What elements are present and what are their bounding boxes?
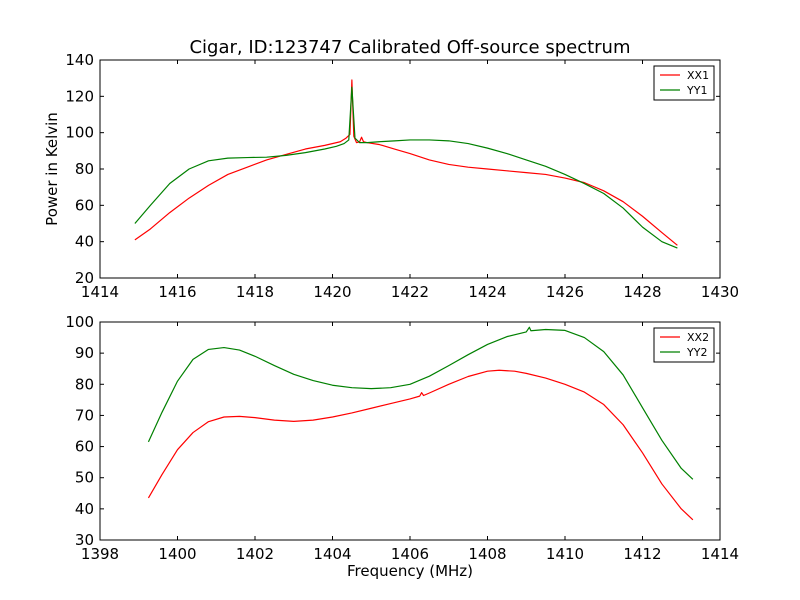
x-tick-label: 1424 bbox=[468, 283, 506, 301]
y-tick-label: 70 bbox=[75, 406, 94, 424]
x-tick-label: 1406 bbox=[391, 545, 429, 563]
legend-box bbox=[653, 65, 715, 101]
y-tick-label: 60 bbox=[75, 196, 94, 214]
x-tick-label: 1414 bbox=[701, 545, 739, 563]
y-tick-label: 120 bbox=[65, 87, 94, 105]
y-tick-label: 80 bbox=[75, 375, 94, 393]
x-tick-label: 1430 bbox=[701, 283, 739, 301]
y-tick-label: 80 bbox=[75, 160, 94, 178]
legend-label-xx2: XX2 bbox=[687, 331, 709, 344]
plot-area-frame bbox=[99, 59, 721, 279]
series-line-xx2 bbox=[147, 369, 694, 521]
y-tick-label: 40 bbox=[75, 500, 94, 518]
chart-title: Cigar, ID:123747 Calibrated Off-source s… bbox=[189, 37, 630, 58]
series-line-yy2 bbox=[147, 326, 694, 480]
x-tick-label: 1404 bbox=[313, 545, 351, 563]
legend-label-xx1: XX1 bbox=[687, 69, 709, 82]
legend-box bbox=[653, 327, 715, 363]
x-tick-label: 1408 bbox=[468, 545, 506, 563]
y-tick-label: 20 bbox=[75, 269, 94, 287]
y-tick-label: 90 bbox=[75, 344, 94, 362]
x-tick-label: 1412 bbox=[623, 545, 661, 563]
x-tick-label: 1428 bbox=[623, 283, 661, 301]
x-tick-label: 1416 bbox=[158, 283, 196, 301]
legend-label-yy1: YY1 bbox=[686, 84, 707, 97]
y-tick-label: 40 bbox=[75, 233, 94, 251]
legend-label-yy2: YY2 bbox=[686, 346, 707, 359]
bottom-xlabel: Frequency (MHz) bbox=[347, 562, 473, 580]
series-line-yy1 bbox=[134, 86, 678, 249]
series-line-xx1 bbox=[134, 79, 678, 246]
x-tick-label: 1414 bbox=[81, 283, 119, 301]
x-tick-label: 1400 bbox=[158, 545, 196, 563]
y-tick-label: 50 bbox=[75, 469, 94, 487]
y-tick-label: 60 bbox=[75, 438, 94, 456]
x-tick-label: 1426 bbox=[546, 283, 584, 301]
y-tick-label: 100 bbox=[65, 313, 94, 331]
y-tick-label: 30 bbox=[75, 531, 94, 549]
x-tick-label: 1420 bbox=[313, 283, 351, 301]
y-tick-label: 140 bbox=[65, 51, 94, 69]
x-tick-label: 1410 bbox=[546, 545, 584, 563]
x-tick-label: 1422 bbox=[391, 283, 429, 301]
x-tick-label: 1398 bbox=[81, 545, 119, 563]
top-ylabel: Power in Kelvin bbox=[43, 112, 61, 226]
x-tick-label: 1418 bbox=[236, 283, 274, 301]
y-tick-label: 100 bbox=[65, 124, 94, 142]
x-tick-label: 1402 bbox=[236, 545, 274, 563]
top-panel: Power in Kelvin 1414 1416 1418 1420 1422 1424… bbox=[43, 51, 739, 301]
bottom-panel: Frequency (MHz) 1398 1400 1402 1404 1406 1408… bbox=[65, 313, 739, 580]
